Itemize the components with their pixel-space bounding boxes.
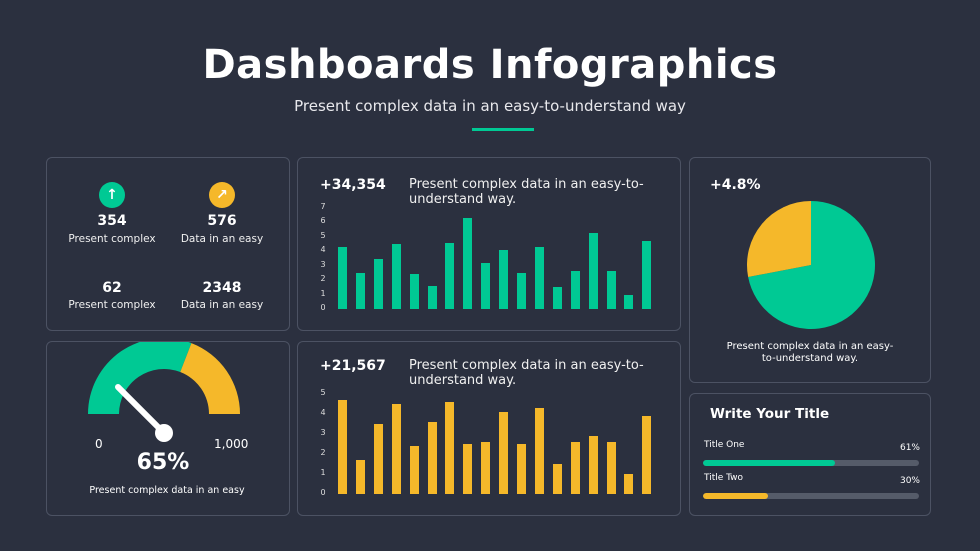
progress-label: Title One	[704, 440, 745, 450]
gauge-value: 65%	[136, 450, 190, 475]
stat-value: 354	[97, 213, 127, 229]
bar	[463, 218, 473, 309]
bar	[355, 460, 365, 494]
bar	[409, 274, 419, 309]
stat-value: 62	[102, 280, 122, 296]
y-tick-label: 4	[320, 245, 326, 255]
bar	[481, 262, 491, 309]
bar	[588, 436, 598, 494]
progress-bar	[703, 460, 919, 466]
pie-chart-panel: +4.8% Present complex data in an easy-to…	[689, 157, 931, 383]
gauge-caption: Present complex data in an easy	[89, 485, 245, 496]
y-tick-label: 3	[320, 259, 326, 269]
gauge-remainder	[180, 343, 240, 414]
bar	[499, 412, 509, 494]
bar	[534, 246, 544, 309]
progress-bar	[703, 493, 919, 499]
gauge-max-label: 1,000	[214, 437, 249, 451]
bar	[642, 416, 652, 494]
bar	[624, 294, 634, 309]
bar	[534, 408, 544, 494]
y-tick-label: 6	[320, 216, 326, 226]
y-tick-label: 3	[320, 428, 326, 437]
bar	[552, 287, 562, 309]
bar	[338, 246, 347, 309]
bar	[445, 402, 455, 494]
bar	[588, 232, 598, 309]
bar	[373, 424, 383, 494]
progress-value: 30%	[899, 476, 920, 486]
bar	[517, 272, 526, 309]
bar-chart-2: 0 1 2 3 4 5	[298, 342, 682, 517]
stat-label: Present complex	[68, 299, 156, 311]
pie-slice	[747, 201, 811, 277]
stat-value: 2348	[202, 280, 242, 296]
chart-stat: +34,354	[320, 177, 386, 193]
bar	[427, 285, 437, 309]
bar	[373, 258, 383, 309]
bar	[570, 271, 580, 309]
bar	[463, 444, 473, 494]
stat-label: Present complex	[68, 233, 156, 245]
bar	[445, 242, 455, 309]
stat-value: 576	[207, 213, 237, 229]
y-tick-label: 1	[320, 288, 326, 298]
pie-description: Present complex data in an easy-to-under…	[726, 341, 894, 364]
pie-slice	[748, 201, 875, 329]
pie-stat: +4.8%	[710, 177, 761, 193]
gauge-panel: 0 1,000 65% Present complex data in an e…	[46, 341, 290, 516]
bar	[499, 249, 509, 309]
y-tick-label: 4	[320, 408, 326, 417]
bar	[481, 442, 491, 494]
bar	[552, 464, 562, 494]
chart-description: Present complex data in an easy-to-under…	[409, 177, 644, 207]
stat-label: Data in an easy	[180, 233, 264, 245]
stats-panel: ↑ ↗ 354 Present complex 576 Data in an e…	[46, 157, 290, 331]
bar-chart-1: 0 1 2 3 4 5 6 7	[298, 158, 682, 332]
y-tick-label: 5	[320, 230, 326, 240]
progress-fill	[703, 460, 835, 466]
bar	[606, 442, 616, 494]
gauge-chart	[88, 342, 240, 442]
bar	[642, 241, 652, 309]
page-title: Dashboards Infographics	[202, 42, 778, 88]
bar	[606, 271, 616, 309]
arrow-up-right-icon: ↗	[209, 182, 235, 208]
bar	[517, 444, 526, 494]
y-tick-label: 0	[320, 488, 326, 497]
y-tick-label: 5	[320, 388, 326, 397]
page-subtitle: Present complex data in an easy-to-under…	[294, 97, 686, 115]
gauge-needle	[115, 384, 167, 436]
progress-panel: Write Your Title Title One 61% Title Two…	[689, 393, 931, 516]
progress-title: Write Your Title	[710, 406, 830, 422]
y-tick-label: 1	[320, 468, 326, 477]
bar	[355, 272, 365, 309]
pie-chart	[747, 201, 875, 329]
bar-chart-panel-1: +34,354 Present complex data in an easy-…	[297, 157, 681, 331]
bar	[570, 442, 580, 494]
progress-value: 61%	[899, 443, 920, 453]
bar	[624, 474, 634, 494]
arrow-up-icon: ↑	[99, 182, 125, 208]
stat-label: Data in an easy	[180, 299, 264, 311]
bar	[391, 404, 401, 494]
y-tick-label: 7	[320, 202, 326, 211]
bar-chart-panel-2: +21,567 Present complex data in an easy-…	[297, 341, 681, 516]
gauge-needle-hub	[155, 424, 173, 442]
gauge-min-label: 0	[95, 437, 103, 451]
gauge-fill	[88, 342, 192, 414]
chart-stat: +21,567	[320, 358, 386, 374]
bar	[409, 446, 419, 494]
progress-label: Title Two	[704, 473, 744, 483]
bar	[391, 244, 401, 309]
y-tick-label: 0	[320, 303, 326, 312]
chart-description: Present complex data in an easy-to-under…	[409, 358, 644, 388]
y-tick-label: 2	[320, 274, 326, 284]
progress-fill	[703, 493, 768, 499]
title-underline	[472, 128, 534, 131]
bar	[338, 400, 347, 494]
y-tick-label: 2	[320, 448, 326, 457]
bar	[427, 422, 437, 494]
